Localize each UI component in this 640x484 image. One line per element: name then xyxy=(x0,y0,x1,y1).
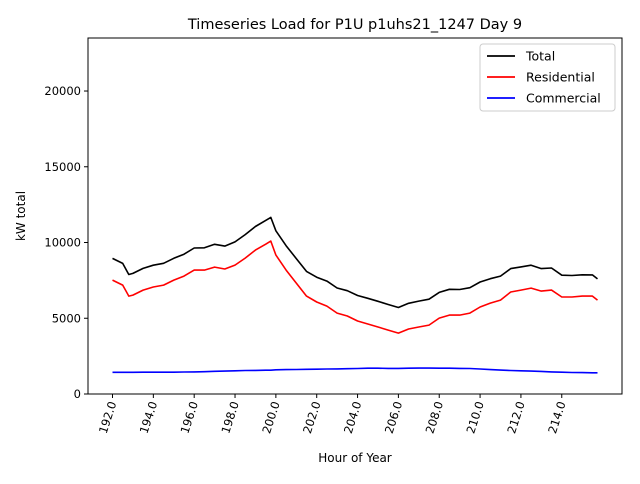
y-tick-label: 5000 xyxy=(52,311,81,325)
plot-frame xyxy=(87,37,623,395)
legend-label-total: Total xyxy=(525,49,555,64)
y-tick-label: 15000 xyxy=(44,160,81,174)
y-tick-label: 20000 xyxy=(44,84,81,98)
series-lines xyxy=(112,216,598,374)
y-axis-label: kW total xyxy=(14,191,28,241)
y-axis: 0 5000 10000 15000 20000 xyxy=(44,84,88,401)
series-line-total xyxy=(112,216,598,309)
series-line-residential xyxy=(112,240,598,334)
legend-label-residential: Residential xyxy=(526,70,595,85)
legend-box xyxy=(479,43,616,112)
series-line-commercial xyxy=(112,367,598,374)
y-tick-label: 0 xyxy=(74,387,81,401)
y-tick-label: 10000 xyxy=(44,236,81,250)
legend-label-commercial: Commercial xyxy=(526,91,601,106)
legend: Total Residential Commercial xyxy=(479,43,616,112)
x-axis-label: Hour of Year xyxy=(318,451,392,465)
chart-title: Timeseries Load for P1U p1uhs21_1247 Day… xyxy=(187,17,522,33)
